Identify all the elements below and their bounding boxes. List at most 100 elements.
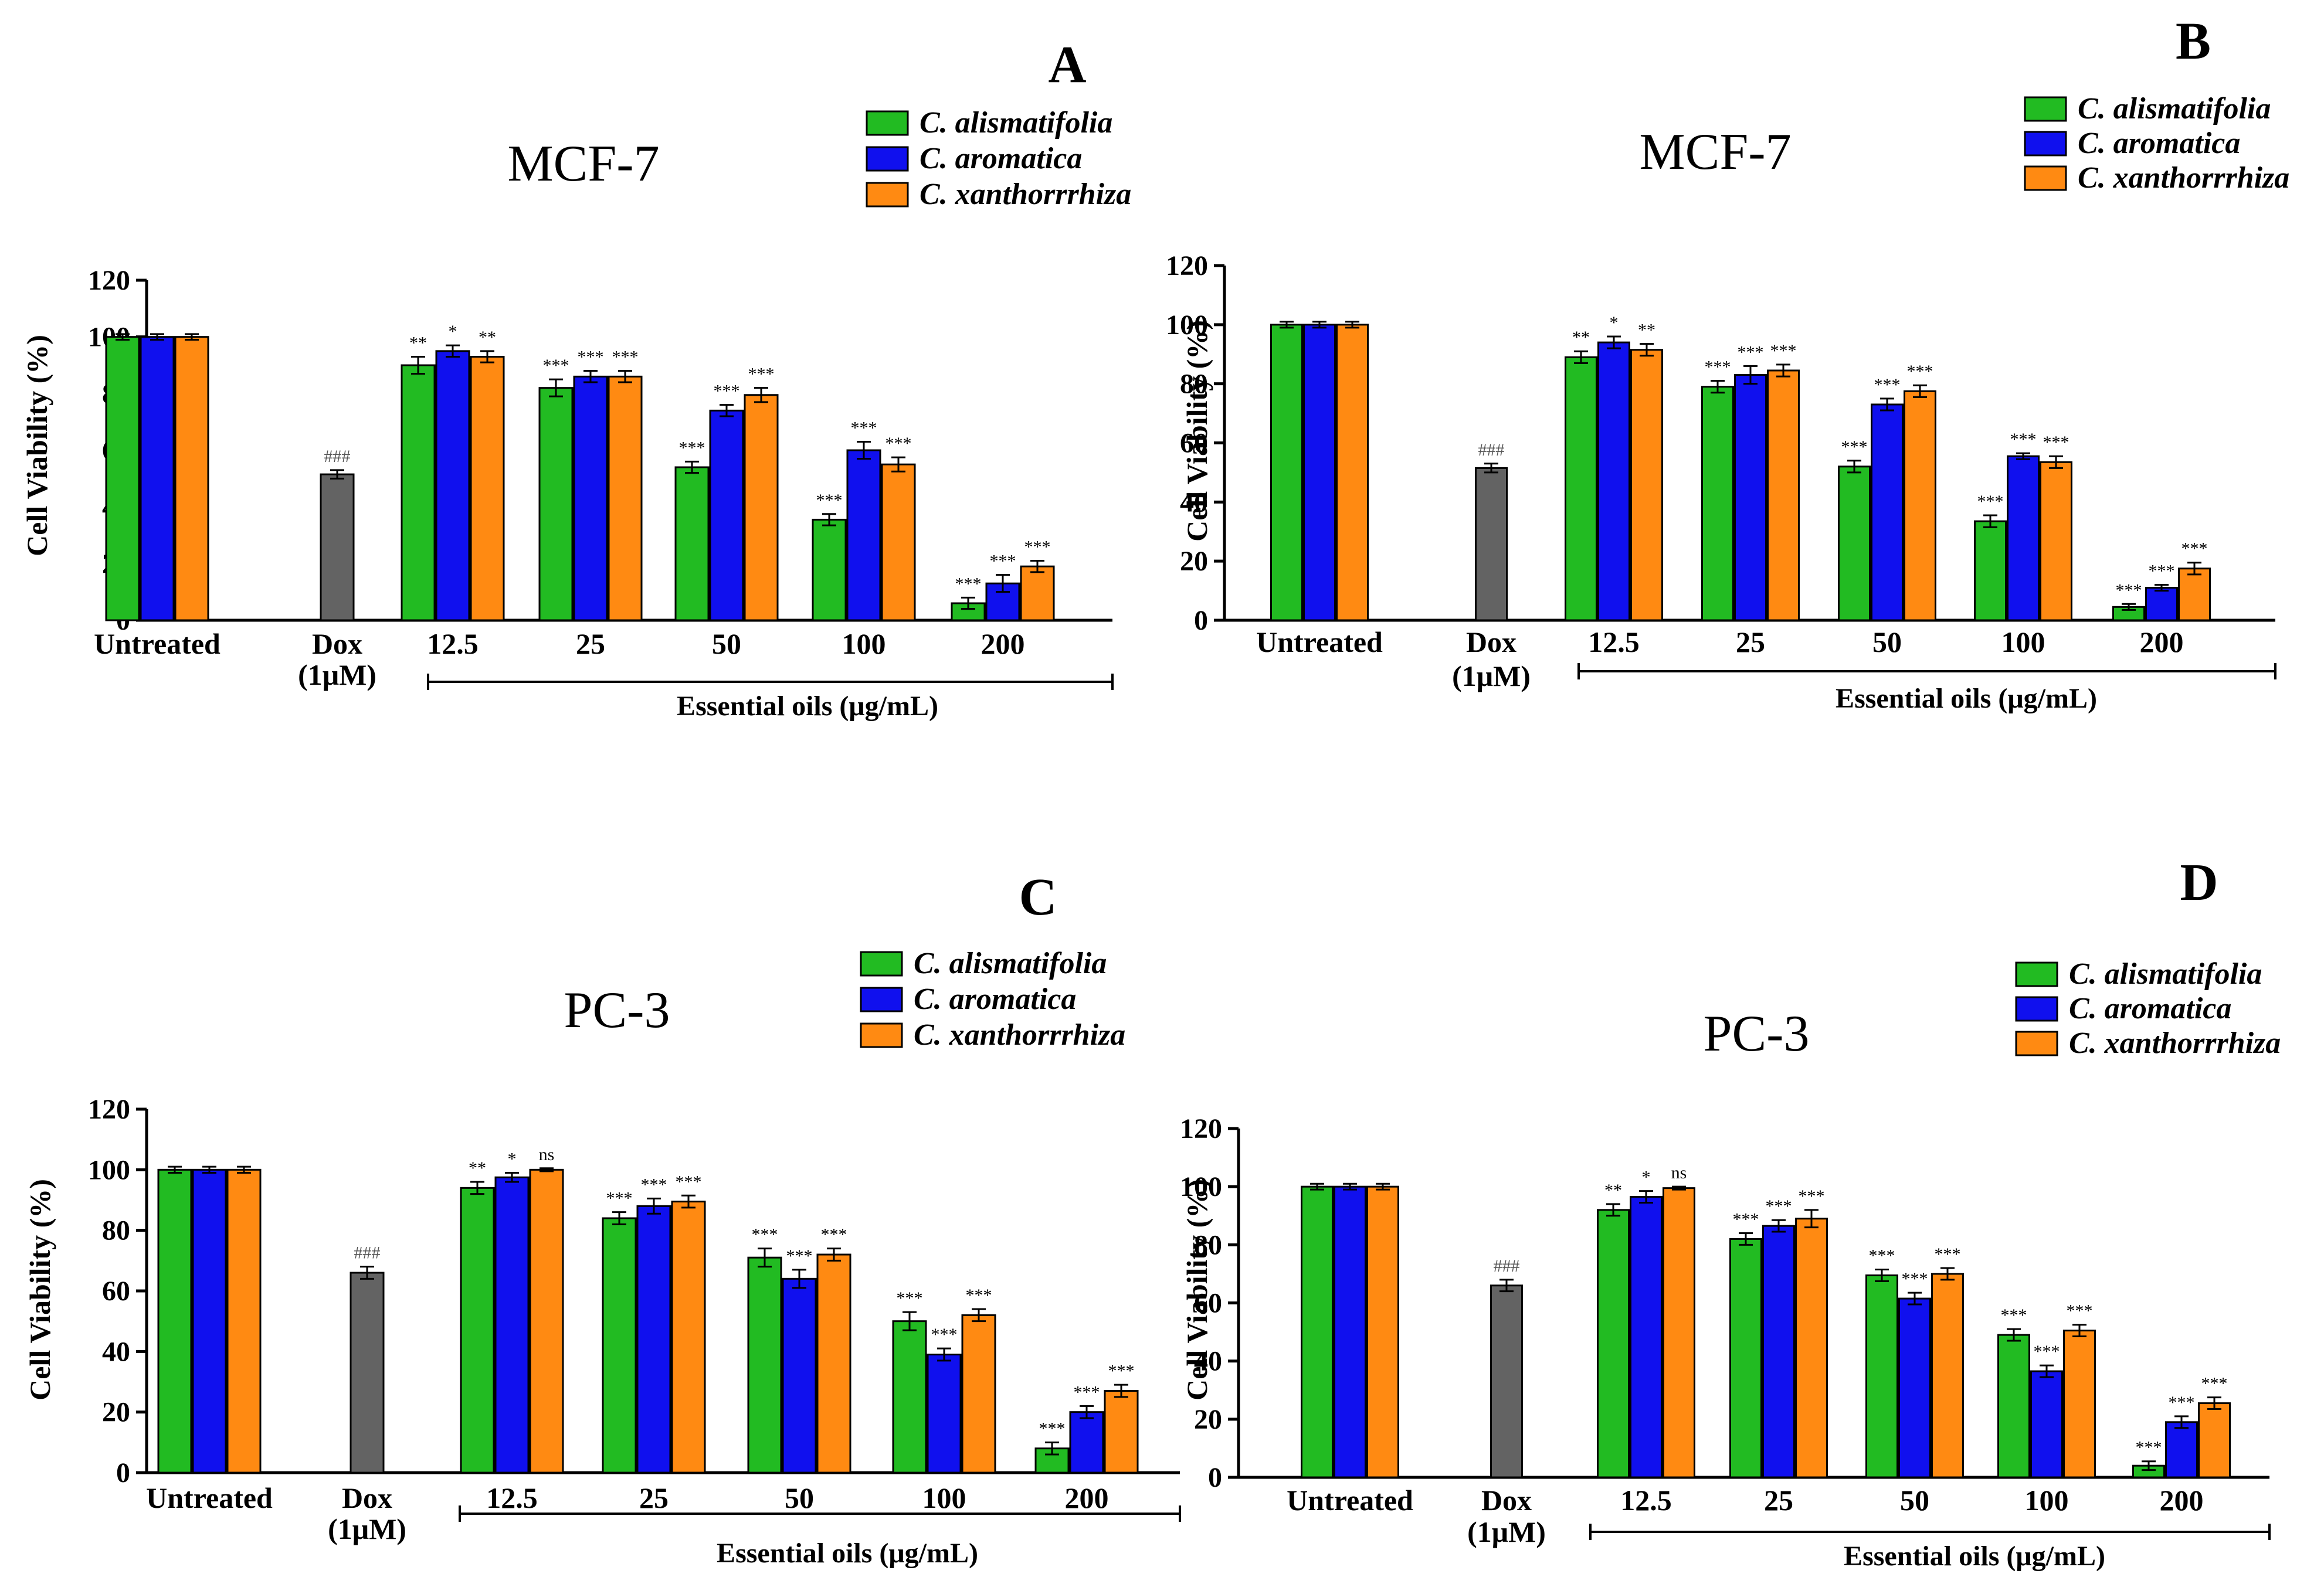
y-axis-label: Cell Viability (%) [1180, 1179, 1213, 1401]
y-tick-label: 100 [1166, 310, 1208, 341]
x-tick-label: Untreated [94, 627, 220, 660]
bar-2 [1871, 403, 1904, 621]
significance-label: *** [612, 348, 639, 367]
bar-1 [1270, 324, 1303, 621]
x-axis-label: Essential oils (μg/mL) [677, 691, 938, 722]
panel-letter: A [1049, 36, 1087, 94]
chart-title: MCF-7 [507, 135, 659, 192]
y-tick-label: 120 [1180, 1113, 1222, 1144]
significance-label: * [449, 322, 457, 341]
y-tick-label: 0 [1208, 1462, 1222, 1493]
significance-label: ** [469, 1158, 486, 1178]
significance-label: *** [1935, 1245, 1961, 1264]
bar-3 [1336, 324, 1369, 621]
significance-label: *** [1705, 358, 1731, 377]
panel-letter: B [2176, 12, 2211, 70]
panel-letter: D [2180, 854, 2218, 912]
significance-label: ### [324, 447, 351, 466]
significance-label: *** [1766, 1197, 1792, 1216]
significance-label: *** [2116, 580, 2142, 600]
legend-label: C. alismatifolia [2078, 92, 2271, 125]
y-tick-label: 40 [102, 1336, 130, 1367]
legend-swatch [860, 951, 903, 977]
legend-swatch [866, 110, 909, 136]
significance-label: *** [679, 438, 705, 457]
x-tick-label: 100 [2025, 1484, 2069, 1517]
bar-2 [1069, 1411, 1104, 1474]
significance-label: *** [1874, 375, 1901, 395]
panel-letter: C [1019, 868, 1057, 926]
y-tick-label: 40 [1180, 487, 1208, 518]
bar-1 [538, 387, 574, 621]
bar-2 [140, 336, 175, 621]
significance-label: ns [1671, 1163, 1687, 1182]
bar-3 [881, 463, 916, 621]
significance-label: *** [931, 1325, 958, 1344]
significance-label: *** [2181, 539, 2208, 559]
legend-label: C. xanthorrrhiza [2069, 1027, 2281, 1060]
legend-swatch [866, 182, 909, 208]
bar-3 [1366, 1185, 1399, 1479]
significance-label: *** [897, 1289, 923, 1308]
bar-2 [1334, 1185, 1366, 1479]
significance-label: *** [1074, 1382, 1100, 1402]
significance-label: *** [752, 1225, 778, 1245]
x-tick-label: 50 [785, 1481, 814, 1514]
significance-label: *** [543, 356, 569, 375]
bar-3 [816, 1253, 851, 1474]
bar-3 [1904, 390, 1936, 621]
significance-label: *** [1039, 1419, 1066, 1438]
significance-label: * [508, 1150, 517, 1169]
legend-swatch [2015, 996, 2058, 1022]
x-tick-label: 25 [1764, 1484, 1793, 1517]
bar-1 [105, 336, 140, 621]
bar-2 [2030, 1370, 2063, 1479]
y-tick-label: 20 [102, 1397, 130, 1428]
significance-label: ### [1494, 1256, 1520, 1276]
bar-1 [1729, 1238, 1762, 1479]
bar-2 [192, 1168, 227, 1474]
y-tick-label: 0 [1194, 605, 1208, 636]
bar-3 [2063, 1330, 2096, 1479]
bar-1 [401, 364, 436, 621]
legend-swatch [2024, 96, 2067, 122]
x-tick-label: 200 [1065, 1481, 1109, 1514]
bar-1 [892, 1320, 927, 1474]
legend-label: C. alismatifolia [2069, 957, 2262, 991]
significance-label: *** [2001, 1306, 2027, 1325]
x-axis-label: Essential oils (μg/mL) [1844, 1541, 2105, 1572]
significance-label: *** [2034, 1342, 2060, 1361]
bar-2 [1630, 1196, 1663, 1479]
chart-title: PC-3 [1704, 1005, 1810, 1062]
bar-2 [573, 375, 608, 621]
x-tick-label: 100 [2001, 626, 2045, 658]
legend-label: C. aromatica [914, 983, 1076, 1016]
x-tick-label: 12.5 [486, 1481, 538, 1514]
x-axis-label: Essential oils (μg/mL) [1836, 683, 2097, 714]
significance-label: *** [786, 1246, 813, 1266]
significance-label: *** [748, 365, 775, 384]
bar-1 [1838, 465, 1871, 621]
legend-label: C. xanthorrrhiza [920, 178, 1131, 211]
bar-3 [1630, 349, 1663, 621]
x-tick-label: Untreated [1287, 1484, 1413, 1517]
x-tick-label: 200 [981, 627, 1025, 660]
legend-swatch [866, 146, 909, 172]
x-tick-label: 25 [576, 627, 605, 660]
significance-label: *** [1738, 342, 1764, 362]
chart-title: MCF-7 [1639, 124, 1791, 181]
significance-label: *** [1841, 437, 1868, 457]
x-tick-label: 25 [1736, 626, 1765, 658]
significance-label: *** [1799, 1187, 1825, 1206]
bar-2 [2145, 587, 2178, 621]
significance-label: *** [851, 419, 877, 438]
x-tick-label: Untreated [146, 1481, 273, 1514]
significance-label: *** [1733, 1210, 1759, 1229]
x-tick-label: Dox [1481, 1484, 1532, 1517]
y-tick-label: 120 [88, 1094, 130, 1125]
legend-swatch [860, 1022, 903, 1048]
y-tick-label: 60 [102, 1276, 130, 1307]
